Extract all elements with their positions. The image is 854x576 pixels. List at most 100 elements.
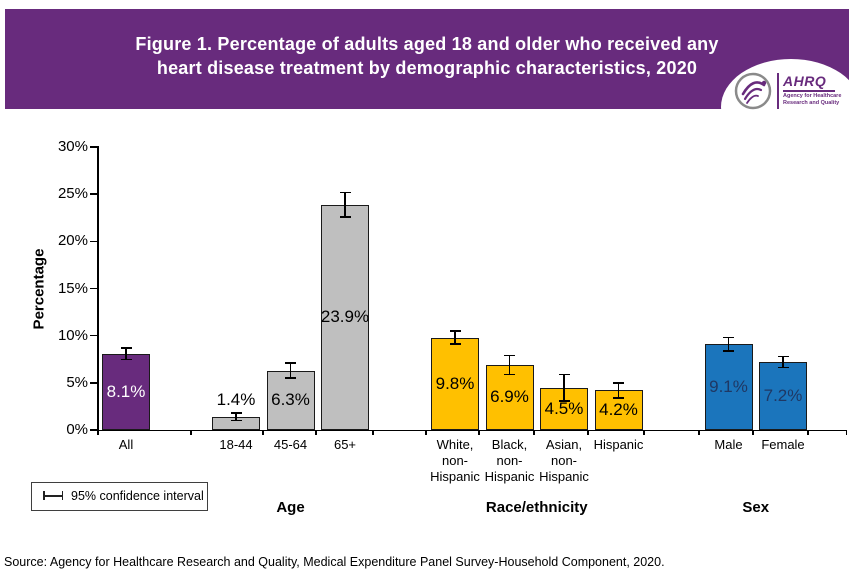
source-note: Source: Agency for Healthcare Research a… [4,555,665,569]
ahrq-logo-inner: AHRQ Agency for Healthcare Research and … [733,69,853,117]
bar-45-64 [266,370,315,430]
confidence-interval-icon-cap-left [43,491,45,500]
y-axis-tick [90,146,97,148]
x-axis-tick [698,430,700,435]
error-bar [617,382,620,398]
confidence-interval-icon-cap-right [61,491,63,500]
x-axis-tick [587,430,589,435]
y-axis-tick-label: 30% [57,138,88,155]
error-bar [508,355,511,375]
y-axis-tick [90,429,97,431]
x-axis-tick [845,430,847,435]
bar-65plus [321,204,369,430]
bar-value-label: 1.4% [216,390,256,410]
bar-value-label: 9.8% [435,373,475,393]
y-axis-tick-label: 15% [57,279,88,297]
logo-tagline: Agency for Healthcare Research and Quali… [783,93,841,107]
category-label: All [80,437,172,453]
x-axis-tick [478,430,480,435]
y-axis-tick-label: 0% [66,421,88,438]
y-axis-tick [90,382,97,384]
error-bar-cap [285,377,296,379]
x-axis-tick [752,430,754,435]
category-label: Hispanic [573,437,665,453]
error-bar-cap [723,336,734,339]
bar-value-label: 4.5% [544,398,584,418]
y-axis-tick [90,193,97,195]
x-axis-tick [190,430,192,435]
error-bar-cap [558,373,570,376]
figure-title-line1: Figure 1. Percentage of adults aged 18 a… [135,34,719,54]
category-label: Asian, non- Hispanic [518,437,610,485]
confidence-interval-icon [43,495,63,497]
category-label: Male [683,437,775,453]
logo-tagline-line2: Research and Quality [783,100,840,106]
y-axis-tick-label: 5% [66,373,88,391]
error-bar-cap [504,354,515,357]
category-label-line: Hispanic [484,469,535,484]
y-axis-tick-label: 10% [57,326,88,344]
error-bar-cap [339,191,351,194]
y-axis-tick [90,334,97,337]
bar-value-label: 8.1% [106,381,146,401]
category-label: White, non- Hispanic [409,437,501,485]
bar-value-label: 6.9% [490,387,529,407]
category-label-line: Male [714,437,743,452]
bar-value-label: 4.2% [599,400,638,420]
figure-title: Figure 1. Percentage of adults aged 18 a… [5,32,849,80]
bar-value-label: 6.3% [271,390,310,410]
error-bar-cap [723,350,734,352]
category-label-line: Hispanic [430,469,480,484]
x-axis-tick [262,430,264,435]
ahrq-logo: AHRQ Agency for Healthcare Research and … [721,59,854,155]
y-axis-tick-label: 20% [57,232,88,250]
category-label-line: non- [496,453,523,468]
category-label-line: Female [761,437,805,452]
x-axis-tick [533,430,535,435]
error-bar-cap [339,216,351,218]
legend-label: 95% confidence interval [71,489,204,503]
error-bar-cap [449,343,461,345]
error-bar-cap [285,362,296,364]
error-bar-cap [230,419,242,422]
x-axis-tick [643,430,645,435]
logo-acronym: AHRQ [783,73,827,89]
category-label-line: Hispanic [593,437,644,452]
bar-black-non--hispanic [485,364,534,430]
y-axis-tick [90,240,97,243]
x-axis-tick [315,430,317,435]
error-bar-cap [777,355,789,358]
error-bar-cap [120,358,132,360]
x-axis-tick [372,430,374,435]
bar-value-label: 7.2% [763,386,803,406]
logo-underline [783,90,835,92]
category-label: Female [737,437,829,453]
x-axis-tick [425,430,427,435]
error-bar [454,330,456,345]
error-bar-cap [613,397,624,399]
category-label: Black, non- Hispanic [464,437,556,485]
logo-tagline-line1: Agency for Healthcare [783,93,842,99]
category-label: 45-64 [245,437,337,453]
x-axis-tick [97,430,99,435]
error-bar [782,356,784,368]
error-bar-cap [777,366,789,369]
group-label-sex: Sex [742,499,770,516]
error-bar [289,363,292,379]
x-axis-line [97,429,846,431]
group-label-age: Age [276,499,305,516]
header-banner: Figure 1. Percentage of adults aged 18 a… [5,9,854,155]
error-bar-cap [120,347,132,349]
group-label-raceethnicity: Race/ethnicity [485,499,588,516]
bar-all [102,353,150,430]
category-label-line: 45-64 [273,437,308,452]
bar-value-label: 9.1% [709,377,748,397]
category-label-line: White, [436,437,474,452]
bar-white-non--hispanic [431,337,479,430]
category-label-line: non- [441,453,469,468]
category-label-line: Black, [491,437,528,452]
y-axis-tick [90,287,97,290]
y-axis-line [97,146,99,431]
category-label-line: Asian, [545,437,583,452]
